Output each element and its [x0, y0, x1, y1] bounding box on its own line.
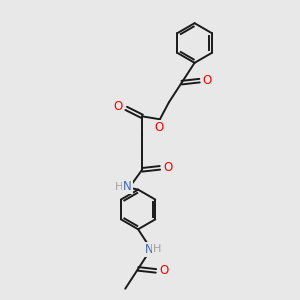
Text: O: O — [159, 264, 169, 278]
Text: H: H — [115, 182, 124, 192]
Text: O: O — [203, 74, 212, 87]
Text: N: N — [145, 243, 153, 256]
Text: H: H — [153, 244, 161, 254]
Text: O: O — [154, 121, 164, 134]
Text: N: N — [123, 180, 132, 193]
Text: O: O — [163, 161, 172, 174]
Text: O: O — [114, 100, 123, 113]
